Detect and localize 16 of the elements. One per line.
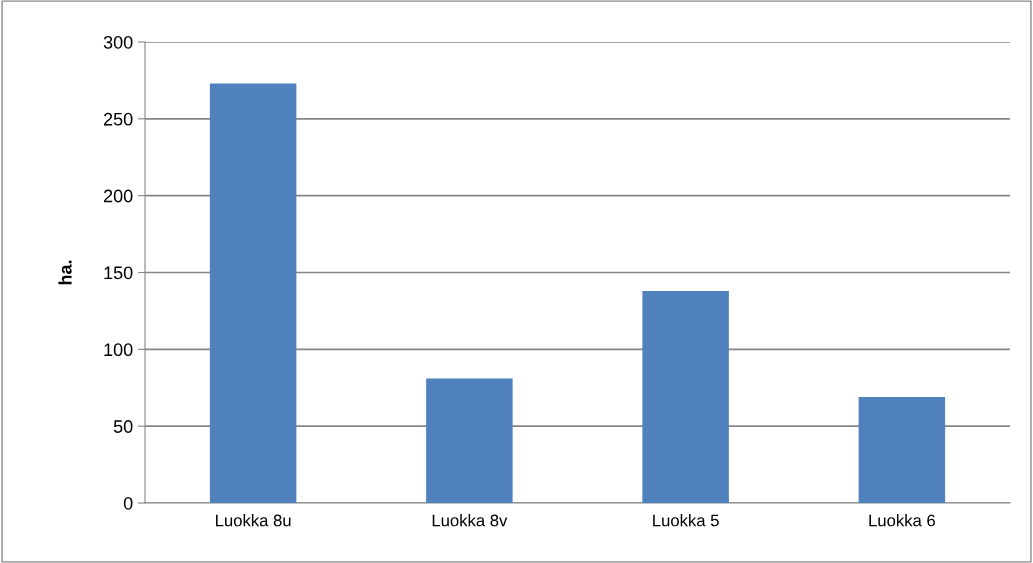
bar	[209, 83, 297, 503]
y-axis-title: ha.	[58, 260, 72, 285]
y-tick-label: 100	[104, 343, 133, 357]
y-tick-label: 300	[103, 35, 133, 49]
bar	[642, 290, 729, 503]
y-tick-label: 0	[123, 496, 133, 510]
bar	[426, 378, 513, 503]
x-tick-label: Luokka 8u	[216, 514, 291, 527]
x-tick-label: Luokka 8v	[432, 514, 508, 527]
bar	[858, 396, 946, 503]
y-tick-label: 50	[113, 420, 133, 433]
y-tick-label: 250	[103, 112, 133, 126]
x-tick-label: Luokka 5	[653, 514, 719, 527]
y-tick-label: 200	[103, 189, 133, 203]
y-tick-label: 150	[104, 266, 133, 280]
x-tick-label: Luokka 6	[869, 514, 935, 527]
